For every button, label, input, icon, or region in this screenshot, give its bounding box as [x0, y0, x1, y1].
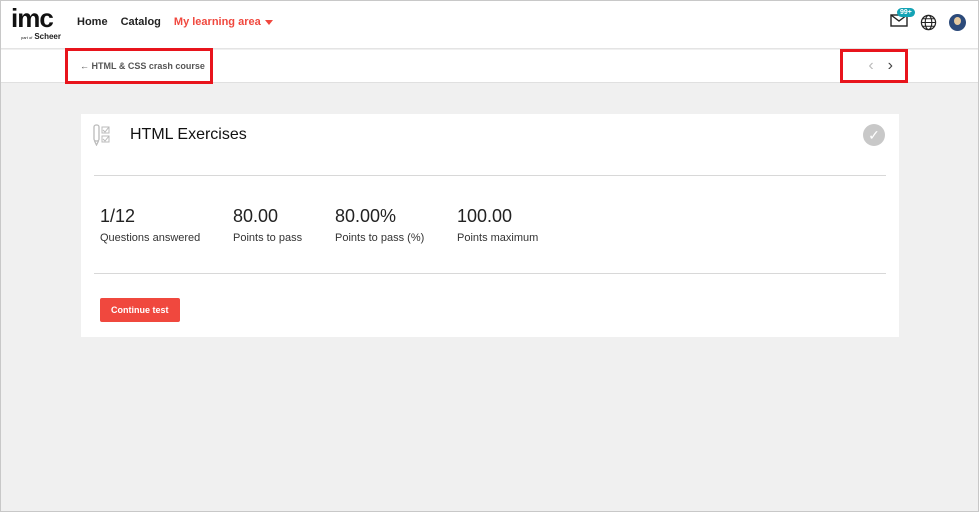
back-link[interactable]: ← HTML & CSS crash course	[80, 61, 205, 71]
test-stats: 1/12 Questions answered 80.00 Points to pa…	[100, 206, 538, 244]
imc-logo[interactable]: imc part of Scheer	[11, 5, 61, 41]
test-icon	[93, 124, 110, 146]
stat-questions-answered: 1/12 Questions answered	[100, 206, 233, 244]
caret-down-icon	[264, 19, 273, 25]
messages-button[interactable]: 99+	[890, 8, 915, 33]
stat-value: 80.00	[233, 206, 279, 226]
user-avatar[interactable]	[949, 14, 966, 31]
stat-label: Points to pass	[233, 232, 303, 244]
stat-label: Points to pass (%)	[335, 232, 425, 244]
logo-subtitle: part of Scheer	[11, 32, 61, 41]
nav-catalog[interactable]: Catalog	[120, 16, 161, 28]
nav-my-learning-area[interactable]: My learning area	[174, 16, 273, 28]
completed-check-icon: ✓	[863, 124, 885, 146]
highlight-box-back	[65, 48, 213, 84]
nav-label: My learning area	[173, 16, 261, 28]
stat-value: 1/12	[100, 206, 136, 226]
stat-label: Points maximum	[457, 232, 539, 244]
stat-label: Questions answered	[100, 232, 201, 244]
test-title: HTML Exercises	[130, 126, 247, 143]
highlight-box-arrows	[840, 49, 908, 83]
stat-points-to-pass-percent: 80.00% Points to pass (%)	[335, 206, 457, 244]
logo-text: imc	[11, 3, 54, 33]
stat-value: 100.00	[457, 206, 513, 226]
divider	[94, 273, 886, 274]
test-card: HTML Exercises ✓ 1/12 Questions answered …	[81, 114, 899, 337]
stat-points-to-pass: 80.00 Points to pass	[233, 206, 335, 244]
top-bar: imc part of Scheer Home Catalog My learni…	[1, 1, 978, 49]
continue-test-button[interactable]: Continue test	[100, 298, 180, 322]
item-navigation: ‹ ›	[868, 57, 893, 75]
logo-scheer: Scheer	[34, 32, 61, 41]
logo-part-of: part of	[20, 35, 33, 40]
main-nav: Home Catalog My learning area	[77, 16, 273, 28]
nav-home[interactable]: Home	[77, 16, 108, 28]
stat-points-maximum: 100.00 Points maximum	[457, 206, 538, 244]
globe-icon[interactable]	[920, 14, 937, 31]
sub-bar: ← HTML & CSS crash course ‹ ›	[1, 50, 978, 83]
next-button[interactable]: ›	[887, 57, 893, 74]
divider	[94, 175, 886, 176]
stat-value: 80.00%	[335, 206, 397, 226]
messages-badge: 99+	[897, 8, 915, 17]
previous-button[interactable]: ‹	[868, 57, 874, 74]
